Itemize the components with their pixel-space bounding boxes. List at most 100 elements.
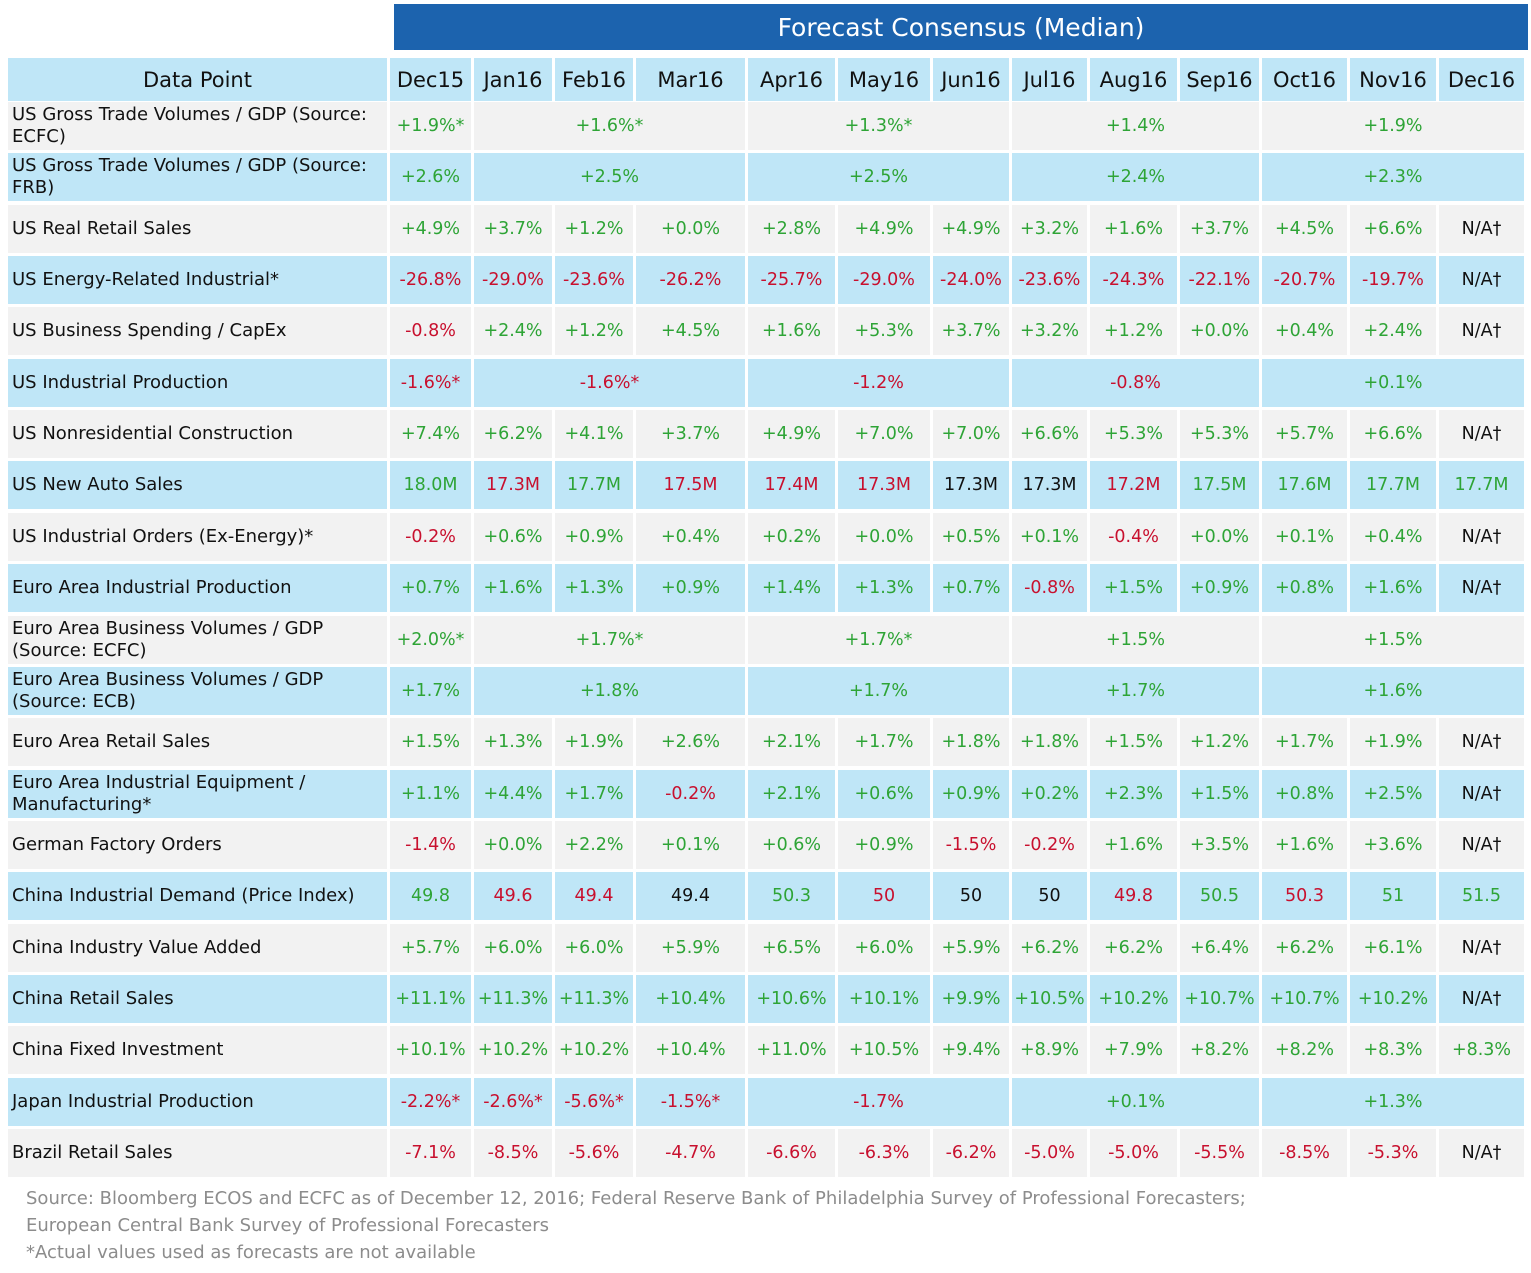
value-cell: +8.2% xyxy=(1262,1026,1347,1074)
value-cell: +4.9% xyxy=(838,205,930,253)
value-cell: -1.6%* xyxy=(474,359,745,407)
row-label: US Nonresidential Construction xyxy=(8,410,387,458)
value-cell: +2.6% xyxy=(636,718,745,766)
value-cell: +10.6% xyxy=(748,975,835,1023)
header-col-apr16: Apr16 xyxy=(748,58,835,101)
value-cell: 17.6M xyxy=(1262,461,1347,509)
value-cell: +10.2% xyxy=(555,1026,633,1074)
value-cell: 17.2M xyxy=(1090,461,1177,509)
value-cell: N/A† xyxy=(1439,307,1524,355)
value-cell: -2.6%* xyxy=(474,1078,552,1126)
value-cell: -19.7% xyxy=(1350,256,1436,304)
value-cell: +7.4% xyxy=(390,410,471,458)
value-cell: +0.5% xyxy=(933,513,1009,561)
value-cell: +7.9% xyxy=(1090,1026,1177,1074)
value-cell: +1.7%* xyxy=(748,616,1009,664)
value-cell: 51.5 xyxy=(1439,872,1524,920)
row-label: China Retail Sales xyxy=(8,975,387,1023)
value-cell: +4.1% xyxy=(555,410,633,458)
row-label: US Industrial Production xyxy=(8,359,387,407)
value-cell: +1.2% xyxy=(1180,718,1259,766)
value-cell: +10.7% xyxy=(1180,975,1259,1023)
value-cell: +6.2% xyxy=(1262,924,1347,972)
value-cell: +1.5% xyxy=(1180,770,1259,818)
value-cell: +3.2% xyxy=(1012,205,1087,253)
value-cell: +3.6% xyxy=(1350,821,1436,869)
value-cell: -7.1% xyxy=(390,1129,471,1177)
value-cell: +1.9% xyxy=(555,718,633,766)
value-cell: N/A† xyxy=(1439,1129,1524,1177)
value-cell: +5.3% xyxy=(1090,410,1177,458)
value-cell: +0.1% xyxy=(1262,513,1347,561)
value-cell: 49.6 xyxy=(474,872,552,920)
row-label: Brazil Retail Sales xyxy=(8,1129,387,1177)
value-cell: +1.6% xyxy=(748,307,835,355)
value-cell: -2.2%* xyxy=(390,1078,471,1126)
value-cell: +5.7% xyxy=(1262,410,1347,458)
row-label: US New Auto Sales xyxy=(8,461,387,509)
value-cell: +1.4% xyxy=(748,564,835,612)
value-cell: +0.2% xyxy=(1012,770,1087,818)
value-cell: -0.8% xyxy=(1012,564,1087,612)
value-cell: +1.3% xyxy=(555,564,633,612)
value-cell: +0.9% xyxy=(838,821,930,869)
value-cell: +0.6% xyxy=(748,821,835,869)
value-cell: 51 xyxy=(1350,872,1436,920)
value-cell: +1.5% xyxy=(1012,616,1259,664)
value-cell: +8.2% xyxy=(1180,1026,1259,1074)
row-label: US Gross Trade Volumes / GDP (Source: FR… xyxy=(8,153,387,201)
value-cell: +0.4% xyxy=(1350,513,1436,561)
value-cell: -1.4% xyxy=(390,821,471,869)
value-cell: -1.2% xyxy=(748,359,1009,407)
value-cell: 18.0M xyxy=(390,461,471,509)
value-cell: +1.6% xyxy=(1262,667,1524,715)
value-cell: +2.2% xyxy=(555,821,633,869)
value-cell: -5.0% xyxy=(1090,1129,1177,1177)
value-cell: +2.1% xyxy=(748,718,835,766)
value-cell: 17.3M xyxy=(474,461,552,509)
value-cell: 49.4 xyxy=(555,872,633,920)
value-cell: +1.3% xyxy=(474,718,552,766)
value-cell: +5.3% xyxy=(838,307,930,355)
value-cell: N/A† xyxy=(1439,564,1524,612)
value-cell: +10.1% xyxy=(838,975,930,1023)
value-cell: +1.6%* xyxy=(474,102,745,150)
value-cell: +1.7% xyxy=(838,718,930,766)
value-cell: -1.7% xyxy=(748,1078,1009,1126)
value-cell: +1.6% xyxy=(1350,564,1436,612)
value-cell: 50 xyxy=(1012,872,1087,920)
value-cell: -1.5% xyxy=(933,821,1009,869)
header-col-nov16: Nov16 xyxy=(1350,58,1436,101)
table-title-bar: Forecast Consensus (Median) xyxy=(394,4,1528,50)
header-col-jan16: Jan16 xyxy=(474,58,552,101)
value-cell: -5.6% xyxy=(555,1129,633,1177)
value-cell: +1.8% xyxy=(474,667,745,715)
value-cell: +0.0% xyxy=(838,513,930,561)
table-title: Forecast Consensus (Median) xyxy=(777,12,1145,42)
value-cell: -0.8% xyxy=(1012,359,1259,407)
value-cell: +0.1% xyxy=(1262,359,1524,407)
value-cell: -5.5% xyxy=(1180,1129,1259,1177)
value-cell: +1.7% xyxy=(555,770,633,818)
value-cell: +6.2% xyxy=(1090,924,1177,972)
header-col-aug16: Aug16 xyxy=(1090,58,1177,101)
value-cell: +11.1% xyxy=(390,975,471,1023)
value-cell: -5.6%* xyxy=(555,1078,633,1126)
header-col-may16: May16 xyxy=(838,58,930,101)
value-cell: +1.2% xyxy=(555,307,633,355)
value-cell: +3.5% xyxy=(1180,821,1259,869)
value-cell: +2.5% xyxy=(474,153,745,201)
value-cell: +5.9% xyxy=(636,924,745,972)
value-cell: +0.0% xyxy=(1180,307,1259,355)
value-cell: +6.0% xyxy=(555,924,633,972)
value-cell: 17.3M xyxy=(1012,461,1087,509)
value-cell: -23.6% xyxy=(555,256,633,304)
value-cell: +0.0% xyxy=(474,821,552,869)
value-cell: +10.1% xyxy=(390,1026,471,1074)
value-cell: -1.5%* xyxy=(636,1078,745,1126)
header-data-point: Data Point xyxy=(8,58,387,101)
header-col-mar16: Mar16 xyxy=(636,58,745,101)
row-label: German Factory Orders xyxy=(8,821,387,869)
value-cell: -8.5% xyxy=(1262,1129,1347,1177)
value-cell: -20.7% xyxy=(1262,256,1347,304)
